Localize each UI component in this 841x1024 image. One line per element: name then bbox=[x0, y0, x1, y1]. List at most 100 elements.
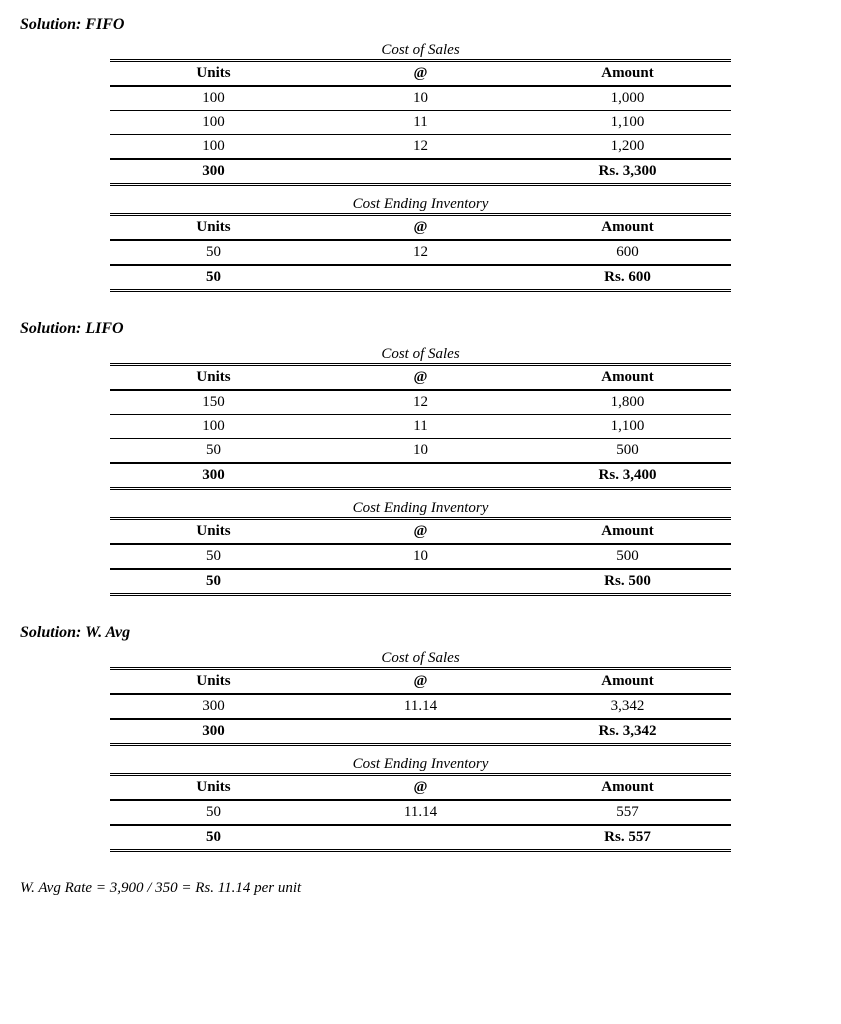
table-row: 150 12 1,800 bbox=[110, 390, 731, 415]
total-amount: Rs. 500 bbox=[524, 569, 731, 595]
total-amount: Rs. 600 bbox=[524, 265, 731, 291]
col-amount: Amount bbox=[524, 519, 731, 545]
col-amount: Amount bbox=[524, 215, 731, 241]
cell-units: 100 bbox=[110, 86, 317, 111]
total-row: 50 Rs. 600 bbox=[110, 265, 731, 291]
col-units: Units bbox=[110, 61, 317, 87]
table-row: 300 11.14 3,342 bbox=[110, 694, 731, 719]
section-wavg: Solution: W. Avg Cost of Sales Units @ A… bbox=[20, 624, 821, 852]
col-rate: @ bbox=[317, 519, 524, 545]
ending-inventory-table: Units @ Amount 50 10 500 50 Rs. 500 bbox=[110, 517, 731, 596]
total-amount: Rs. 557 bbox=[524, 825, 731, 851]
section-heading: Solution: FIFO bbox=[20, 16, 821, 34]
col-units: Units bbox=[110, 519, 317, 545]
cell-amount: 1,100 bbox=[524, 415, 731, 439]
total-row: 300 Rs. 3,300 bbox=[110, 159, 731, 185]
cell-units: 300 bbox=[110, 694, 317, 719]
col-units: Units bbox=[110, 215, 317, 241]
col-amount: Amount bbox=[524, 669, 731, 695]
col-amount: Amount bbox=[524, 61, 731, 87]
col-rate: @ bbox=[317, 61, 524, 87]
total-units: 50 bbox=[110, 265, 317, 291]
total-row: 50 Rs. 500 bbox=[110, 569, 731, 595]
col-amount: Amount bbox=[524, 365, 731, 391]
cell-rate: 11.14 bbox=[317, 800, 524, 825]
cell-amount: 3,342 bbox=[524, 694, 731, 719]
col-rate: @ bbox=[317, 365, 524, 391]
total-units: 50 bbox=[110, 569, 317, 595]
cell-amount: 1,200 bbox=[524, 135, 731, 160]
table-title: Cost Ending Inventory bbox=[110, 756, 731, 773]
table-wrap: Cost of Sales Units @ Amount 150 12 1,80… bbox=[20, 346, 821, 596]
total-amount: Rs. 3,400 bbox=[524, 463, 731, 489]
cell-amount: 557 bbox=[524, 800, 731, 825]
total-amount: Rs. 3,342 bbox=[524, 719, 731, 745]
table-row: 50 10 500 bbox=[110, 544, 731, 569]
cell-rate: 10 bbox=[317, 86, 524, 111]
cell-amount: 500 bbox=[524, 544, 731, 569]
col-rate: @ bbox=[317, 775, 524, 801]
section-heading: Solution: LIFO bbox=[20, 320, 821, 338]
table-wrap: Cost of Sales Units @ Amount 300 11.14 3… bbox=[20, 650, 821, 852]
total-row: 50 Rs. 557 bbox=[110, 825, 731, 851]
table-wrap: Cost of Sales Units @ Amount 100 10 1,00… bbox=[20, 42, 821, 292]
total-units: 300 bbox=[110, 159, 317, 185]
table-row: 100 11 1,100 bbox=[110, 111, 731, 135]
table-row: 100 12 1,200 bbox=[110, 135, 731, 160]
table-title: Cost of Sales bbox=[110, 650, 731, 667]
total-rate bbox=[317, 825, 524, 851]
cell-units: 50 bbox=[110, 240, 317, 265]
table-row: 50 11.14 557 bbox=[110, 800, 731, 825]
ending-inventory-table: Units @ Amount 50 12 600 50 Rs. 600 bbox=[110, 213, 731, 292]
table-title: Cost Ending Inventory bbox=[110, 196, 731, 213]
section-fifo: Solution: FIFO Cost of Sales Units @ Amo… bbox=[20, 16, 821, 292]
table-title: Cost of Sales bbox=[110, 42, 731, 59]
cell-units: 50 bbox=[110, 544, 317, 569]
cell-rate: 10 bbox=[317, 544, 524, 569]
col-rate: @ bbox=[317, 669, 524, 695]
cell-amount: 1,100 bbox=[524, 111, 731, 135]
table-row: 100 11 1,100 bbox=[110, 415, 731, 439]
table-row: 50 10 500 bbox=[110, 439, 731, 464]
total-row: 300 Rs. 3,342 bbox=[110, 719, 731, 745]
cell-units: 100 bbox=[110, 415, 317, 439]
table-title: Cost of Sales bbox=[110, 346, 731, 363]
cell-units: 50 bbox=[110, 439, 317, 464]
table-row: 100 10 1,000 bbox=[110, 86, 731, 111]
cell-units: 150 bbox=[110, 390, 317, 415]
cell-amount: 1,000 bbox=[524, 86, 731, 111]
col-rate: @ bbox=[317, 215, 524, 241]
cost-of-sales-table: Units @ Amount 150 12 1,800 100 11 1,100… bbox=[110, 363, 731, 490]
total-units: 50 bbox=[110, 825, 317, 851]
total-rate bbox=[317, 265, 524, 291]
total-amount: Rs. 3,300 bbox=[524, 159, 731, 185]
total-rate bbox=[317, 569, 524, 595]
table-title: Cost Ending Inventory bbox=[110, 500, 731, 517]
cell-rate: 10 bbox=[317, 439, 524, 464]
cell-units: 50 bbox=[110, 800, 317, 825]
total-row: 300 Rs. 3,400 bbox=[110, 463, 731, 489]
total-rate bbox=[317, 159, 524, 185]
cell-rate: 12 bbox=[317, 240, 524, 265]
col-units: Units bbox=[110, 669, 317, 695]
col-units: Units bbox=[110, 775, 317, 801]
cost-of-sales-table: Units @ Amount 100 10 1,000 100 11 1,100… bbox=[110, 59, 731, 186]
cell-amount: 600 bbox=[524, 240, 731, 265]
table-row: 50 12 600 bbox=[110, 240, 731, 265]
cell-amount: 500 bbox=[524, 439, 731, 464]
cell-units: 100 bbox=[110, 111, 317, 135]
ending-inventory-table: Units @ Amount 50 11.14 557 50 Rs. 557 bbox=[110, 773, 731, 852]
col-amount: Amount bbox=[524, 775, 731, 801]
cell-rate: 11 bbox=[317, 111, 524, 135]
section-heading: Solution: W. Avg bbox=[20, 624, 821, 642]
total-units: 300 bbox=[110, 719, 317, 745]
cell-amount: 1,800 bbox=[524, 390, 731, 415]
section-lifo: Solution: LIFO Cost of Sales Units @ Amo… bbox=[20, 320, 821, 596]
cost-of-sales-table: Units @ Amount 300 11.14 3,342 300 Rs. 3… bbox=[110, 667, 731, 746]
cell-rate: 11.14 bbox=[317, 694, 524, 719]
cell-rate: 12 bbox=[317, 390, 524, 415]
total-rate bbox=[317, 719, 524, 745]
cell-units: 100 bbox=[110, 135, 317, 160]
cell-rate: 11 bbox=[317, 415, 524, 439]
col-units: Units bbox=[110, 365, 317, 391]
